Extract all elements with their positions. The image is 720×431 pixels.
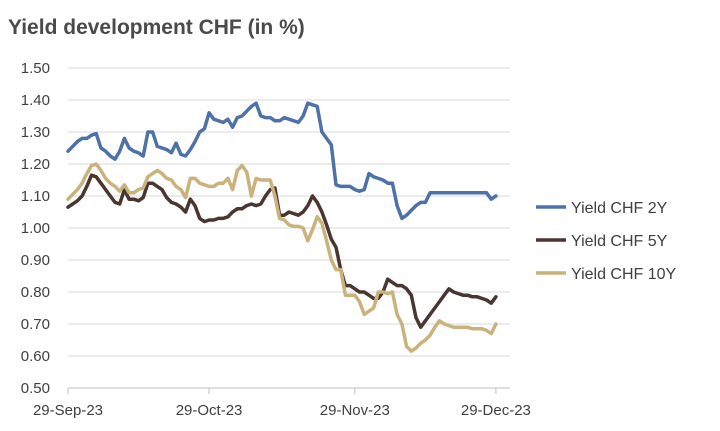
y-tick-label: 0.50 — [21, 380, 50, 397]
y-tick-label: 0.70 — [21, 316, 50, 333]
y-tick-label: 0.80 — [21, 284, 50, 301]
series-line-3 — [66, 162, 498, 353]
y-tick-label: 1.20 — [21, 156, 50, 173]
x-tick-label: 29-Nov-23 — [320, 402, 390, 419]
y-tick-label: 0.60 — [21, 348, 50, 365]
legend-label: Yield CHF 5Y — [571, 233, 668, 250]
y-tick-label: 1.30 — [21, 124, 50, 141]
legend-label: Yield CHF 2Y — [571, 200, 668, 217]
y-tick-label: 1.40 — [21, 92, 50, 109]
legend-label: Yield CHF 10Y — [571, 266, 677, 283]
y-tick-label: 1.00 — [21, 220, 50, 237]
x-tick-label: 29-Oct-23 — [176, 402, 243, 419]
series-line-1 — [66, 101, 498, 221]
x-tick-label: 29-Sep-23 — [33, 402, 103, 419]
y-tick-label: 1.10 — [21, 188, 50, 205]
chart-title: Yield development CHF (in %) — [8, 16, 305, 39]
series-line-2 — [66, 173, 498, 329]
y-tick-label: 1.50 — [21, 60, 50, 77]
y-tick-label: 0.90 — [21, 252, 50, 269]
x-tick-label: 29-Dec-23 — [461, 402, 531, 419]
